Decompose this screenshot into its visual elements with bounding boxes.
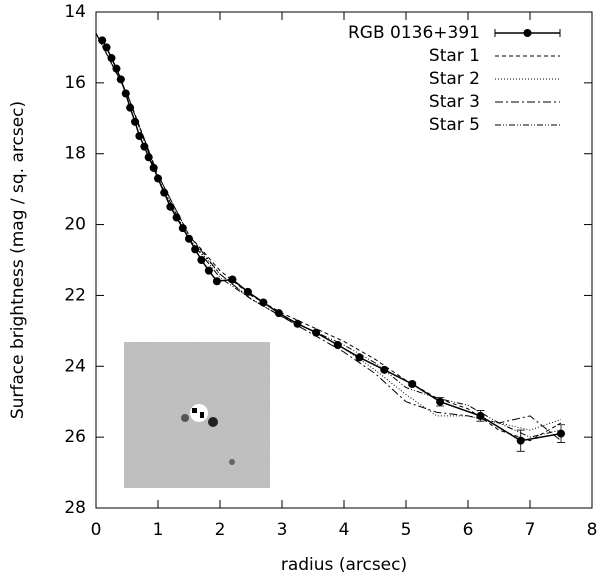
y-tick-label: 22 bbox=[64, 285, 86, 305]
data-point bbox=[112, 64, 121, 73]
legend-label: Star 2 bbox=[429, 69, 480, 89]
y-tick-label: 14 bbox=[64, 2, 86, 22]
legend-label: RGB 0136+391 bbox=[348, 23, 480, 43]
data-point bbox=[557, 429, 565, 438]
y-tick-label: 18 bbox=[64, 144, 86, 164]
y-tick-label: 24 bbox=[64, 356, 86, 376]
data-point bbox=[166, 202, 175, 211]
legend-caps bbox=[494, 29, 561, 37]
legend-marker bbox=[523, 29, 532, 37]
y-axis-label: Surface brightness (mag / sq. arcsec) bbox=[8, 101, 28, 419]
data-point bbox=[135, 132, 144, 140]
data-point bbox=[228, 275, 237, 284]
x-tick-label: 1 bbox=[153, 520, 164, 540]
data-point bbox=[197, 256, 206, 264]
data-point bbox=[476, 411, 485, 420]
data-point bbox=[516, 436, 525, 445]
legend-label: Star 5 bbox=[429, 115, 480, 135]
data-point bbox=[212, 277, 221, 286]
x-tick-label: 7 bbox=[525, 520, 536, 540]
x-axis-label: radius (arcsec) bbox=[281, 555, 407, 575]
x-tick-label: 5 bbox=[401, 520, 412, 540]
y-tick-label: 20 bbox=[64, 215, 86, 235]
data-point bbox=[243, 287, 252, 296]
inset-image bbox=[124, 342, 270, 488]
y-tick-label: 16 bbox=[64, 73, 86, 93]
data-point bbox=[274, 309, 283, 318]
data-point bbox=[204, 266, 213, 275]
x-tick-label: 8 bbox=[587, 520, 598, 540]
y-tick-label: 28 bbox=[64, 498, 86, 518]
x-tick-label: 3 bbox=[277, 520, 288, 540]
x-tick-label: 6 bbox=[463, 520, 474, 540]
legend-label: Star 1 bbox=[429, 46, 480, 66]
x-tick-label: 4 bbox=[339, 520, 350, 540]
series-line bbox=[95, 33, 562, 431]
x-tick-label: 2 bbox=[215, 520, 226, 540]
series-line bbox=[95, 33, 562, 442]
legend-label: Star 3 bbox=[429, 92, 480, 112]
y-tick-label: 26 bbox=[64, 427, 86, 447]
x-tick-label: 0 bbox=[91, 520, 102, 540]
series-line bbox=[95, 33, 562, 438]
